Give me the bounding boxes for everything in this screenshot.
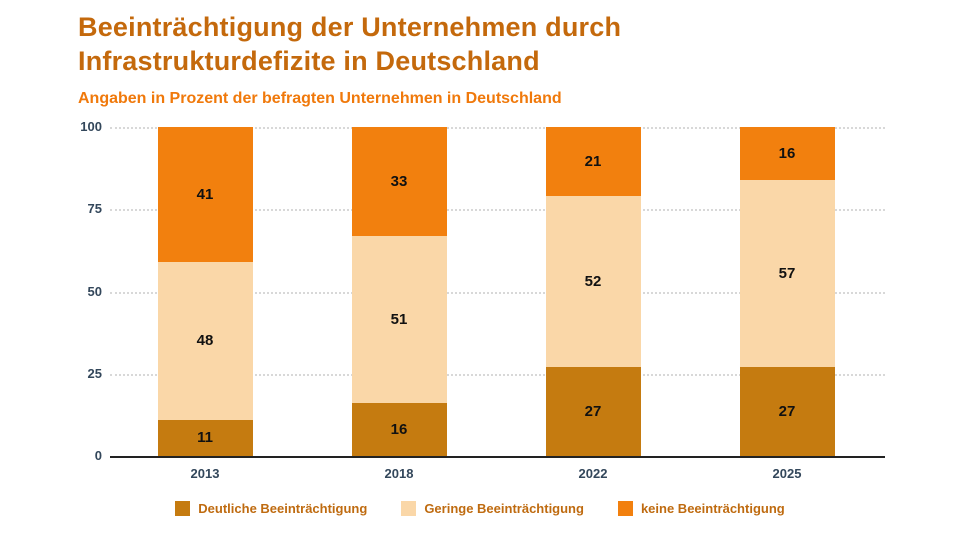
value-label: 41 [196,185,214,203]
x-axis-label-2013: 2013 [190,466,220,481]
bar-segment: 51 [351,235,447,404]
value-label: 52 [584,273,602,291]
legend-label: keine Beeinträchtigung [640,501,785,516]
bar-segment: 21 [545,127,641,197]
chart-title-line2: Infrastrukturdefizite in Deutschland [78,46,540,76]
bar-segment: 41 [157,127,253,262]
value-label: 48 [196,332,214,350]
bar-2022: 27 52 21 [545,127,641,456]
bar-2025: 27 57 16 [739,127,835,456]
value-label: 16 [778,144,796,162]
bar-segment: 16 [739,127,835,180]
legend-item: keine Beeinträchtigung [617,501,785,516]
gridline-25 [110,373,885,376]
bar-segment: 57 [739,179,835,368]
legend-swatch-icon [617,501,633,516]
bar-2013: 11 48 41 [157,127,253,456]
value-label: 11 [197,429,213,447]
y-axis-tick-100: 100 [80,119,102,134]
bar-segment: 16 [351,403,447,456]
gridline-50 [110,291,885,294]
legend-item: Deutliche Beeinträchtigung [175,501,367,516]
legend-swatch-icon [401,501,417,516]
bar-segment: 27 [545,367,641,456]
gridline-100 [110,127,885,129]
bar-segment: 11 [157,419,253,456]
y-axis-tick-50: 50 [87,283,102,299]
value-label: 33 [390,172,408,190]
plot-area: 11 48 41 16 51 33 27 52 21 27 57 16 [110,127,885,458]
gridline-75 [110,209,885,212]
legend-swatch-icon [175,501,191,516]
legend-label: Deutliche Beeinträchtigung [198,501,368,516]
x-axis-label-2025: 2025 [772,466,802,481]
y-axis-tick-0: 0 [94,448,102,463]
bar-segment: 27 [739,367,835,456]
chart-title-line1: Beeinträchtigung der Unternehmen durch [78,12,622,42]
bar-2018: 16 51 33 [351,127,447,456]
value-label: 27 [778,403,796,421]
y-axis-tick-25: 25 [87,365,102,381]
bar-segment: 48 [157,261,253,420]
value-label: 16 [390,421,408,439]
legend-label: Geringe Beeinträchtigung [424,501,584,516]
value-label: 51 [390,310,408,328]
x-axis-label-2018: 2018 [384,466,414,481]
value-label: 27 [584,403,602,421]
bar-segment: 52 [545,196,641,368]
bar-segment: 33 [351,127,447,236]
chart-subtitle: Angaben in Prozent der befragten Unterne… [78,90,562,107]
chart-title: Beeinträchtigung der Unternehmen durch In… [78,10,621,78]
y-axis-tick-75: 75 [87,201,102,217]
value-label: 57 [778,264,796,282]
legend-item: Geringe Beeinträchtigung [401,501,584,516]
value-label: 21 [584,153,602,171]
chart-legend: Deutliche Beeinträchtigung Geringe Beeint… [0,501,960,516]
x-axis-label-2022: 2022 [578,466,608,481]
